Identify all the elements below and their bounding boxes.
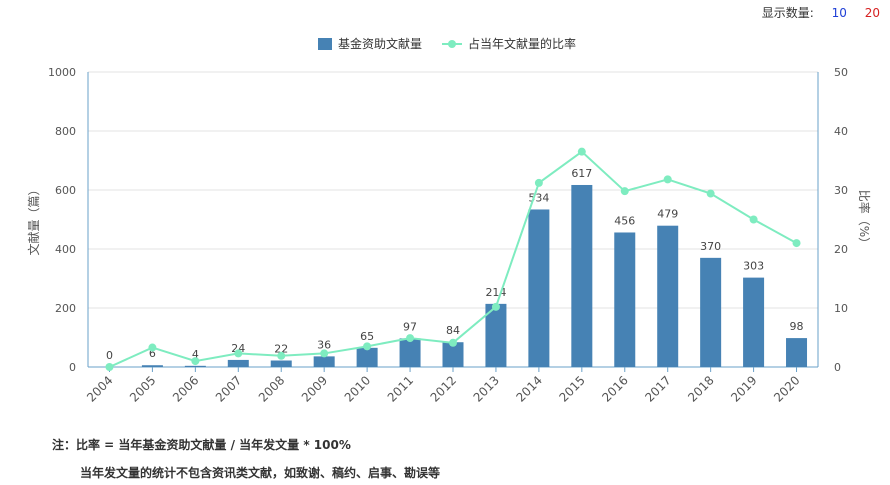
ratio-point <box>491 302 500 311</box>
bar <box>184 365 206 367</box>
ratio-point <box>663 175 672 184</box>
x-tick-label: 2005 <box>127 373 158 404</box>
x-tick-label: 2013 <box>471 373 502 404</box>
y-tick-label-right: 10 <box>834 302 848 315</box>
bar <box>227 359 249 367</box>
bar <box>614 232 636 367</box>
x-tick-label: 2012 <box>428 373 459 404</box>
bar <box>399 338 421 367</box>
bar <box>442 342 464 367</box>
y-tick-label-left: 600 <box>55 184 76 197</box>
bar-data-label: 65 <box>360 330 374 343</box>
note-exclusion: 当年发文量的统计不包含资讯类文献，如致谢、稿约、启事、勘误等 <box>80 466 441 480</box>
x-tick-label: 2019 <box>728 373 759 404</box>
bar-data-label: 36 <box>317 338 331 351</box>
bar <box>313 356 335 367</box>
legend-label-bar: 基金资助文献量 <box>338 36 422 51</box>
y-tick-label-right: 30 <box>834 184 848 197</box>
bar <box>528 209 550 367</box>
y-axis-title-left: 文献量（篇） <box>26 183 41 255</box>
ratio-point <box>191 357 200 366</box>
x-tick-label: 2011 <box>385 373 416 404</box>
legend-marker-line <box>448 40 456 48</box>
ratio-point <box>406 334 415 343</box>
y-tick-label-left: 800 <box>55 125 76 138</box>
ratio-point <box>749 215 758 224</box>
bar <box>485 303 507 367</box>
x-tick-label: 2004 <box>84 373 115 404</box>
legend-swatch-bar <box>318 38 332 50</box>
display-count-bar: 显示数量: 10 20 <box>762 4 880 21</box>
x-tick-label: 2015 <box>556 373 587 404</box>
y-tick-label-right: 50 <box>834 66 848 79</box>
legend-label-line: 占当年文献量的比率 <box>468 36 576 51</box>
x-tick-label: 2014 <box>514 373 545 404</box>
bar-data-label: 303 <box>743 260 764 273</box>
ratio-point <box>105 363 114 371</box>
y-tick-label-left: 400 <box>55 243 76 256</box>
x-tick-label: 2017 <box>642 373 673 404</box>
bar-data-label: 479 <box>657 208 678 221</box>
bar <box>356 347 378 367</box>
bar <box>571 184 593 367</box>
bar <box>743 277 765 367</box>
bar-data-label: 534 <box>528 191 549 204</box>
y-tick-label-left: 200 <box>55 302 76 315</box>
x-tick-label: 2008 <box>256 373 287 404</box>
bar-data-label: 84 <box>446 324 460 337</box>
x-tick-label: 2006 <box>170 373 201 404</box>
ratio-point <box>320 349 329 358</box>
bar <box>141 365 163 367</box>
bar-data-label: 456 <box>614 214 635 227</box>
bar <box>786 338 808 367</box>
bar-data-label: 370 <box>700 240 721 253</box>
ratio-point <box>148 343 157 352</box>
bar-data-label: 6 <box>149 347 156 360</box>
funding-chart: 0 200 400 600 800 1000 0 10 20 30 40 50 文献量（篇） 比率（%） 0… <box>26 36 872 405</box>
bar <box>270 360 292 367</box>
ratio-point <box>620 187 629 196</box>
bar-data-label: 22 <box>274 343 288 356</box>
x-tick-label: 2007 <box>213 373 244 404</box>
display-count-option-10[interactable]: 10 <box>831 6 847 20</box>
bar <box>700 257 722 367</box>
ratio-point <box>706 189 715 198</box>
ratio-point <box>449 338 457 347</box>
bar <box>657 225 679 367</box>
ratio-point <box>277 351 286 360</box>
x-tick-label: 2016 <box>599 373 630 404</box>
y-tick-label-left: 1000 <box>48 66 76 79</box>
y-axis-title-right: 比率（%） <box>857 190 872 249</box>
ratio-point <box>792 239 801 248</box>
display-count-label: 显示数量: <box>761 6 814 20</box>
bar-data-label: 4 <box>192 348 199 361</box>
y-tick-label-right: 20 <box>834 243 848 256</box>
bar-data-label: 98 <box>790 320 804 333</box>
x-tick-label: 2010 <box>342 373 373 404</box>
display-count-option-20[interactable]: 20 <box>864 6 880 20</box>
bar-data-label: 97 <box>403 320 417 333</box>
ratio-point <box>534 178 543 187</box>
y-tick-label-left: 0 <box>69 361 76 374</box>
x-tick-label: 2009 <box>299 373 330 404</box>
y-tick-label-right: 40 <box>834 125 848 138</box>
ratio-point <box>234 349 243 358</box>
bar-data-label: 617 <box>571 167 592 180</box>
note-ratio-formula: 注：比率 = 当年基金资助文献量 / 当年发文量 * 100% <box>52 438 351 452</box>
x-tick-label: 2018 <box>685 373 716 404</box>
bar-data-label: 0 <box>106 349 113 362</box>
x-tick-label: 2020 <box>771 373 802 404</box>
ratio-point <box>577 147 586 156</box>
ratio-point <box>363 342 372 351</box>
y-tick-label-right: 0 <box>834 361 841 374</box>
